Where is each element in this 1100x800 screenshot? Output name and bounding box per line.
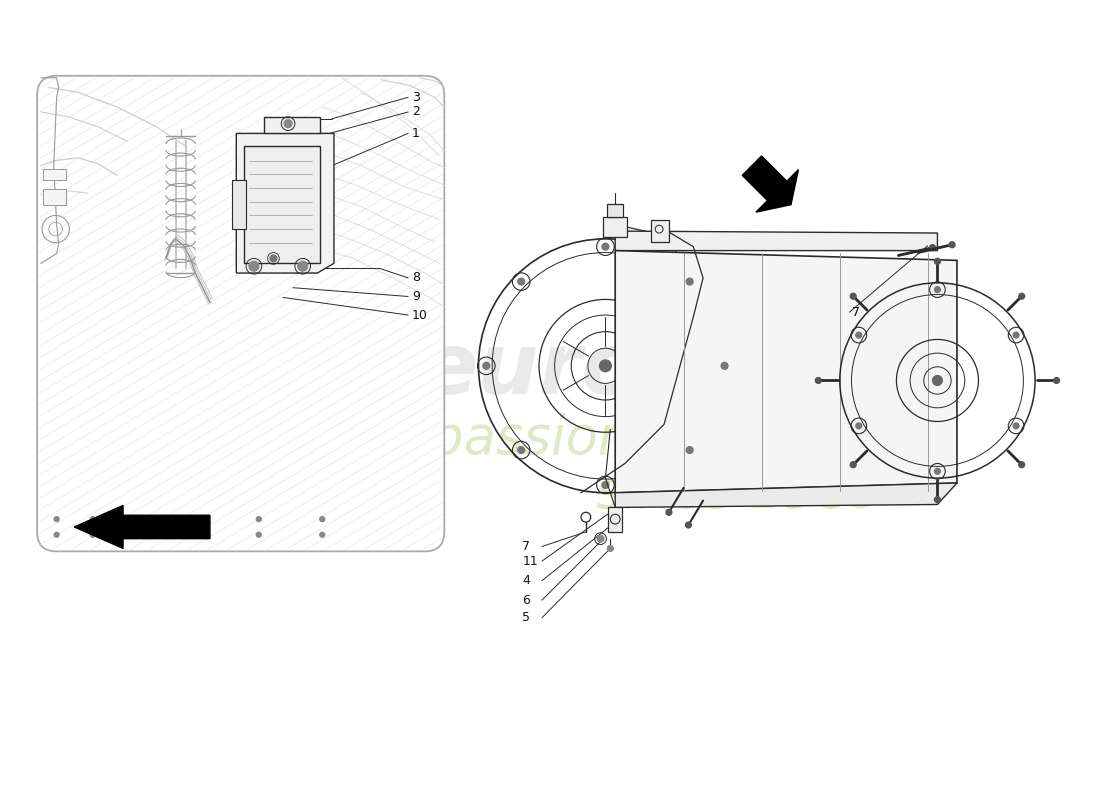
Circle shape <box>54 532 59 537</box>
FancyBboxPatch shape <box>37 76 444 551</box>
Circle shape <box>607 546 613 551</box>
Bar <box>43 189 66 205</box>
Text: 1: 1 <box>412 127 420 140</box>
Polygon shape <box>615 250 957 493</box>
Circle shape <box>815 378 822 383</box>
Circle shape <box>600 360 612 372</box>
Circle shape <box>935 258 940 264</box>
Text: 6: 6 <box>522 594 530 606</box>
Circle shape <box>935 468 940 474</box>
Circle shape <box>597 535 604 542</box>
Polygon shape <box>742 156 799 212</box>
Circle shape <box>284 120 292 127</box>
Bar <box>232 180 246 229</box>
Circle shape <box>134 532 140 537</box>
Bar <box>604 218 627 237</box>
Circle shape <box>930 245 935 250</box>
Circle shape <box>518 278 525 285</box>
Circle shape <box>686 278 693 285</box>
Circle shape <box>518 446 525 454</box>
Circle shape <box>666 510 672 515</box>
Circle shape <box>686 446 693 454</box>
Bar <box>244 146 320 263</box>
Polygon shape <box>264 117 320 134</box>
Polygon shape <box>615 483 957 507</box>
Circle shape <box>685 522 692 528</box>
Circle shape <box>1013 423 1019 429</box>
Text: a passion for: a passion for <box>381 413 720 465</box>
Circle shape <box>298 262 308 271</box>
Circle shape <box>1019 462 1024 468</box>
Text: 7: 7 <box>852 306 860 318</box>
Text: 5: 5 <box>522 611 530 624</box>
Circle shape <box>1054 378 1059 383</box>
Text: 11: 11 <box>522 554 538 568</box>
Circle shape <box>1019 294 1024 299</box>
Text: 8: 8 <box>412 271 420 285</box>
Text: 3: 3 <box>412 90 420 104</box>
Circle shape <box>935 497 940 502</box>
Circle shape <box>90 532 96 537</box>
Polygon shape <box>236 134 334 273</box>
Circle shape <box>270 255 277 262</box>
Circle shape <box>256 532 261 537</box>
Circle shape <box>856 423 861 429</box>
Circle shape <box>933 375 943 386</box>
Circle shape <box>850 294 856 299</box>
Text: 7: 7 <box>522 540 530 553</box>
Circle shape <box>949 242 955 248</box>
Circle shape <box>320 532 324 537</box>
Circle shape <box>54 517 59 522</box>
Circle shape <box>256 517 261 522</box>
Text: since 1985: since 1985 <box>596 466 883 518</box>
Circle shape <box>850 462 856 468</box>
Text: eurospares: eurospares <box>420 330 965 412</box>
Circle shape <box>483 362 490 370</box>
Polygon shape <box>74 506 210 549</box>
Circle shape <box>249 262 258 271</box>
Bar <box>651 220 669 242</box>
Circle shape <box>320 517 324 522</box>
Circle shape <box>722 362 728 370</box>
Bar <box>607 204 623 218</box>
Circle shape <box>935 286 940 293</box>
Circle shape <box>602 243 608 250</box>
Bar <box>608 507 622 532</box>
Text: 2: 2 <box>412 106 420 118</box>
Circle shape <box>602 482 608 488</box>
Circle shape <box>856 332 861 338</box>
Circle shape <box>134 517 140 522</box>
Bar <box>43 169 66 180</box>
Text: 4: 4 <box>522 574 530 587</box>
Circle shape <box>90 517 96 522</box>
Circle shape <box>1013 332 1019 338</box>
Text: 10: 10 <box>412 309 428 322</box>
Text: 9: 9 <box>412 290 420 303</box>
Polygon shape <box>615 231 937 250</box>
